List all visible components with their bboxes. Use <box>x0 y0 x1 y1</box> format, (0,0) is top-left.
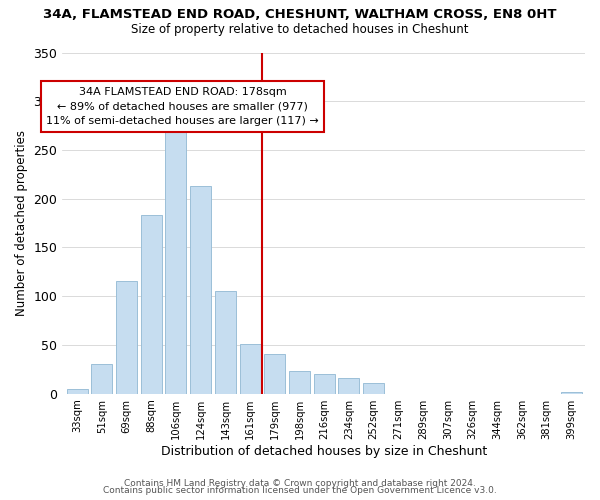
Bar <box>190 186 211 394</box>
Text: Contains public sector information licensed under the Open Government Licence v3: Contains public sector information licen… <box>103 486 497 495</box>
Bar <box>239 344 260 394</box>
Bar <box>265 354 286 394</box>
X-axis label: Distribution of detached houses by size in Cheshunt: Distribution of detached houses by size … <box>161 444 487 458</box>
Bar <box>363 383 384 394</box>
Bar <box>166 117 187 394</box>
Bar <box>116 280 137 394</box>
Bar <box>215 292 236 394</box>
Y-axis label: Number of detached properties: Number of detached properties <box>15 130 28 316</box>
Bar <box>67 389 88 394</box>
Bar <box>141 216 162 394</box>
Text: Contains HM Land Registry data © Crown copyright and database right 2024.: Contains HM Land Registry data © Crown c… <box>124 478 476 488</box>
Bar <box>561 392 582 394</box>
Bar <box>289 372 310 394</box>
Bar <box>338 378 359 394</box>
Text: Size of property relative to detached houses in Cheshunt: Size of property relative to detached ho… <box>131 22 469 36</box>
Text: 34A FLAMSTEAD END ROAD: 178sqm
← 89% of detached houses are smaller (977)
11% of: 34A FLAMSTEAD END ROAD: 178sqm ← 89% of … <box>46 86 319 126</box>
Bar <box>91 364 112 394</box>
Text: 34A, FLAMSTEAD END ROAD, CHESHUNT, WALTHAM CROSS, EN8 0HT: 34A, FLAMSTEAD END ROAD, CHESHUNT, WALTH… <box>43 8 557 20</box>
Bar <box>314 374 335 394</box>
